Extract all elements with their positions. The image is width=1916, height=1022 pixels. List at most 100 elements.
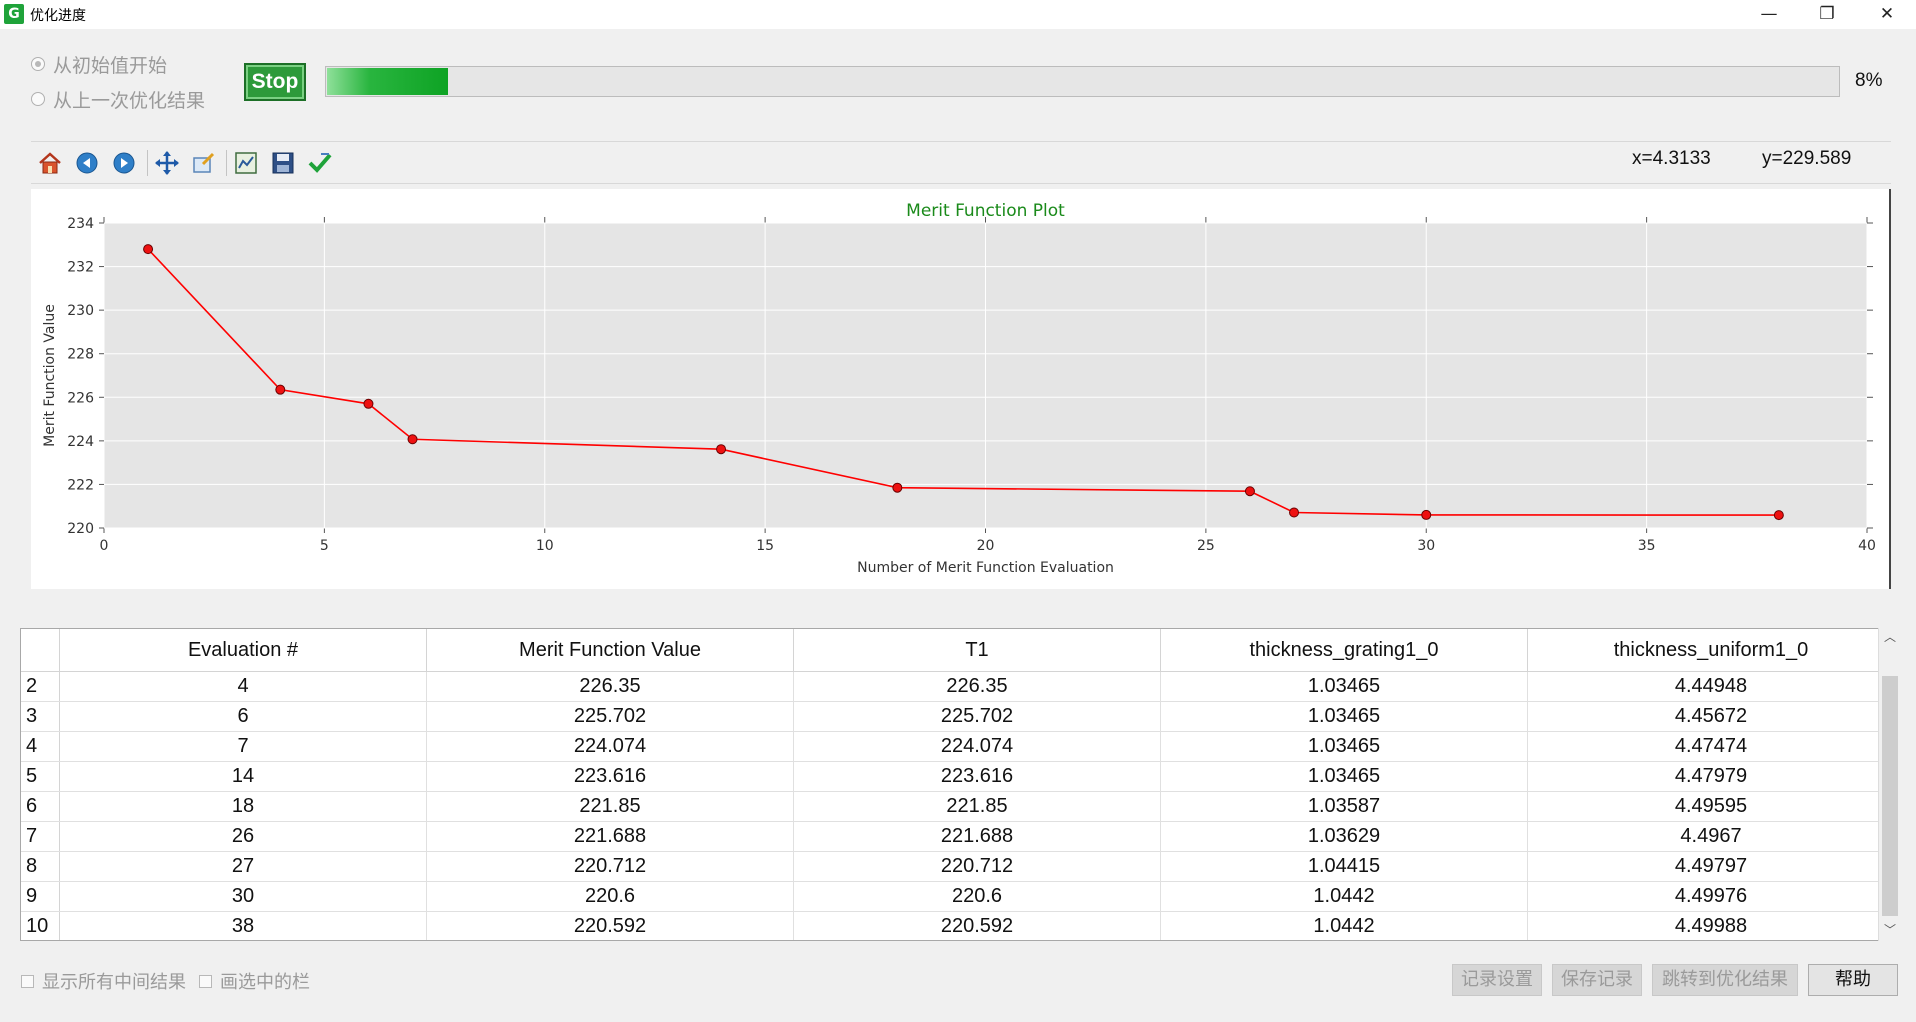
- table-cell[interactable]: 221.688: [426, 821, 794, 852]
- table-row[interactable]: 4 7 224.074 224.074 1.03465 4.47474: [21, 731, 1895, 762]
- table-row[interactable]: 8 27 220.712 220.712 1.04415 4.49797: [21, 851, 1895, 882]
- scroll-up-icon[interactable]: ︿: [1883, 630, 1896, 644]
- radio-start-initial-label: 从初始值开始: [53, 54, 168, 77]
- table-cell[interactable]: 1.03465: [1160, 761, 1528, 792]
- save-record-button[interactable]: 保存记录: [1552, 964, 1642, 996]
- forward-icon[interactable]: [111, 150, 137, 176]
- table-cell[interactable]: 223.616: [426, 761, 794, 792]
- scroll-down-icon[interactable]: ﹀: [1883, 923, 1896, 937]
- plot-selected-columns-checkbox[interactable]: 画选中的栏: [199, 969, 310, 993]
- table-cell[interactable]: 1.03465: [1160, 731, 1528, 762]
- table-cell[interactable]: 1.03465: [1160, 671, 1528, 702]
- row-header[interactable]: 2: [21, 671, 60, 702]
- table-cell[interactable]: 4: [59, 671, 427, 702]
- table-cell[interactable]: 1.03629: [1160, 821, 1528, 852]
- table-cell[interactable]: 6: [59, 701, 427, 732]
- table-cell[interactable]: 4.45672: [1527, 701, 1895, 732]
- table-cell[interactable]: 26: [59, 821, 427, 852]
- table-cell[interactable]: 226.35: [426, 671, 794, 702]
- table-corner[interactable]: [21, 629, 60, 672]
- table-cell[interactable]: 4.49595: [1527, 791, 1895, 822]
- column-header[interactable]: Merit Function Value: [426, 629, 794, 672]
- x-tick-label: 5: [320, 538, 329, 554]
- radio-circle-checked-icon: [31, 57, 45, 71]
- results-table[interactable]: Evaluation # Merit Function Value T1 thickn…: [20, 628, 1901, 941]
- table-cell[interactable]: 226.35: [793, 671, 1161, 702]
- minimize-button[interactable]: —: [1760, 4, 1778, 24]
- table-cell[interactable]: 220.712: [426, 851, 794, 882]
- subplots-icon[interactable]: [233, 150, 259, 176]
- column-header[interactable]: T1: [793, 629, 1161, 672]
- radio-start-last[interactable]: 从上一次优化结果: [31, 85, 205, 113]
- table-row[interactable]: 6 18 221.85 221.85 1.03587 4.49595: [21, 791, 1895, 822]
- table-cell[interactable]: 1.03587: [1160, 791, 1528, 822]
- table-row[interactable]: 5 14 223.616 223.616 1.03465 4.47979: [21, 761, 1895, 792]
- table-cell[interactable]: 4.44948: [1527, 671, 1895, 702]
- table-cell[interactable]: 220.712: [793, 851, 1161, 882]
- table-cell[interactable]: 1.0442: [1160, 881, 1528, 912]
- table-cell[interactable]: 4.4967: [1527, 821, 1895, 852]
- table-cell[interactable]: 224.074: [793, 731, 1161, 762]
- table-cell[interactable]: 225.702: [793, 701, 1161, 732]
- table-cell[interactable]: 1.0442: [1160, 911, 1528, 940]
- table-cell[interactable]: 220.592: [426, 911, 794, 940]
- table-cell[interactable]: 1.03465: [1160, 701, 1528, 732]
- row-header[interactable]: 9: [21, 881, 60, 912]
- merit-function-plot[interactable]: 0 5 10 15 20 25 30 35 40 220 222 224 226 228 230 232 234…: [31, 189, 1891, 589]
- table-cell[interactable]: 27: [59, 851, 427, 882]
- table-cell[interactable]: 221.85: [793, 791, 1161, 822]
- table-cell[interactable]: 14: [59, 761, 427, 792]
- stop-button[interactable]: Stop: [244, 63, 306, 101]
- table-cell[interactable]: 225.702: [426, 701, 794, 732]
- row-header[interactable]: 6: [21, 791, 60, 822]
- table-cell[interactable]: 4.49988: [1527, 911, 1895, 940]
- row-header[interactable]: 7: [21, 821, 60, 852]
- table-row[interactable]: 2 4 226.35 226.35 1.03465 4.44948: [21, 671, 1895, 702]
- row-header[interactable]: 3: [21, 701, 60, 732]
- column-header[interactable]: thickness_uniform1_0: [1527, 629, 1895, 672]
- table-cell[interactable]: 220.6: [426, 881, 794, 912]
- y-tick-label: 234: [67, 216, 94, 232]
- scrollbar-thumb[interactable]: [1882, 676, 1898, 916]
- zoom-icon[interactable]: [191, 150, 217, 176]
- table-cell[interactable]: 220.592: [793, 911, 1161, 940]
- table-cell[interactable]: 7: [59, 731, 427, 762]
- record-settings-button[interactable]: 记录设置: [1452, 964, 1542, 996]
- save-icon[interactable]: [270, 150, 296, 176]
- help-button[interactable]: 帮助: [1808, 964, 1898, 996]
- table-row[interactable]: 7 26 221.688 221.688 1.03629 4.4967: [21, 821, 1895, 852]
- table-cell[interactable]: 4.47474: [1527, 731, 1895, 762]
- pan-icon[interactable]: [154, 150, 180, 176]
- column-header[interactable]: Evaluation #: [59, 629, 427, 672]
- table-cell[interactable]: 223.616: [793, 761, 1161, 792]
- edit-check-icon[interactable]: [307, 150, 333, 176]
- table-vertical-scrollbar[interactable]: ︿ ﹀: [1878, 628, 1901, 941]
- table-cell[interactable]: 4.49976: [1527, 881, 1895, 912]
- table-row[interactable]: 3 6 225.702 225.702 1.03465 4.45672: [21, 701, 1895, 732]
- table-cell[interactable]: 1.04415: [1160, 851, 1528, 882]
- table-cell[interactable]: 30: [59, 881, 427, 912]
- table-cell[interactable]: 18: [59, 791, 427, 822]
- radio-start-initial[interactable]: 从初始值开始: [31, 50, 167, 78]
- table-cell[interactable]: 220.6: [793, 881, 1161, 912]
- home-icon[interactable]: [37, 150, 63, 176]
- show-all-intermediate-checkbox[interactable]: 显示所有中间结果: [21, 969, 186, 993]
- table-cell[interactable]: 38: [59, 911, 427, 940]
- table-row[interactable]: 10 38 220.592 220.592 1.0442 4.49988: [21, 911, 1895, 940]
- row-header[interactable]: 10: [21, 911, 60, 940]
- table-cell[interactable]: 224.074: [426, 731, 794, 762]
- back-icon[interactable]: [74, 150, 100, 176]
- close-button[interactable]: ✕: [1879, 4, 1895, 24]
- restore-button[interactable]: ❐: [1819, 4, 1835, 24]
- plot-canvas[interactable]: 0 5 10 15 20 25 30 35 40 220 222 224 226 228 230 232 234…: [31, 189, 1889, 589]
- jump-to-result-button[interactable]: 跳转到优化结果: [1652, 964, 1798, 996]
- table-cell[interactable]: 4.47979: [1527, 761, 1895, 792]
- row-header[interactable]: 4: [21, 731, 60, 762]
- column-header[interactable]: thickness_grating1_0: [1160, 629, 1528, 672]
- table-cell[interactable]: 221.688: [793, 821, 1161, 852]
- row-header[interactable]: 5: [21, 761, 60, 792]
- table-cell[interactable]: 221.85: [426, 791, 794, 822]
- table-cell[interactable]: 4.49797: [1527, 851, 1895, 882]
- table-row[interactable]: 9 30 220.6 220.6 1.0442 4.49976: [21, 881, 1895, 912]
- row-header[interactable]: 8: [21, 851, 60, 882]
